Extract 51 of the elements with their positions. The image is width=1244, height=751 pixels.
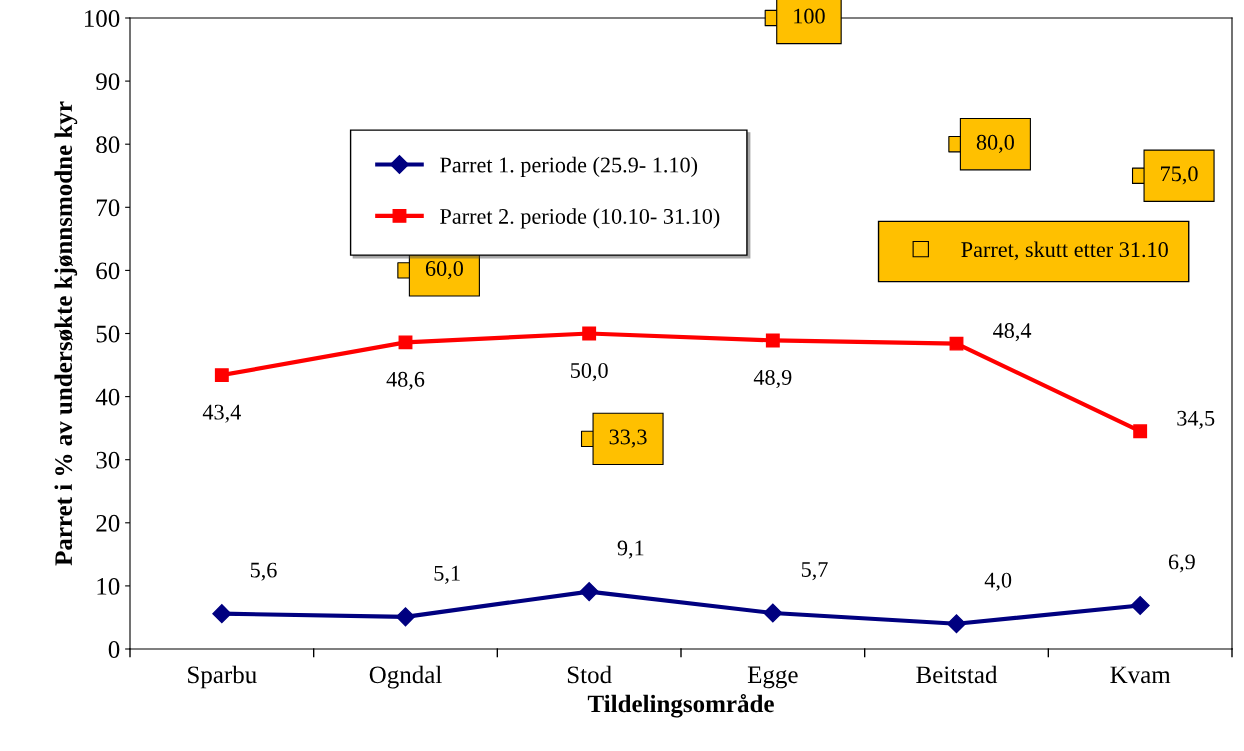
- data-label: 60,0: [425, 260, 463, 280]
- data-label: 34,5: [1177, 410, 1215, 429]
- legend-label: Parret 2. periode (10.10- 31.10): [440, 208, 720, 229]
- point: [212, 604, 232, 624]
- y-axis-title: Parret i % av undersøkte kjønnsmodne kyr: [54, 101, 78, 566]
- legend-label: Parret 1. periode (25.9- 1.10): [440, 156, 698, 178]
- point: [946, 614, 967, 634]
- point: [398, 335, 413, 350]
- x-tick-label: Stod: [567, 665, 612, 684]
- y-tick-label: 80: [96, 136, 120, 154]
- point: [579, 582, 599, 602]
- x-tick-label: Kvam: [1110, 666, 1171, 684]
- x-axis-title: Tildelingsområde: [587, 693, 774, 718]
- x-tick-label: Beitstad: [916, 665, 998, 684]
- y-tick-label: 50: [96, 325, 120, 343]
- x-tick-label: Egge: [747, 666, 798, 689]
- point: [763, 603, 783, 623]
- data-label: 48,6: [386, 371, 425, 390]
- x-tick-label: Ogndal: [369, 665, 442, 689]
- data-label: 50,0: [571, 362, 608, 382]
- legend-label: Parret, skutt etter 31.10: [961, 241, 1168, 261]
- y-tick-label: 20: [96, 514, 120, 532]
- y-tick-label: 0: [108, 641, 120, 658]
- point: [582, 326, 597, 341]
- data-label: 80,0: [976, 134, 1014, 153]
- point: [949, 336, 964, 351]
- point: [395, 607, 416, 627]
- x-tick-label: Sparbu: [188, 665, 257, 689]
- data-label: 100: [794, 8, 825, 24]
- y-tick-label: 10: [97, 577, 120, 595]
- data-label: 75,0: [1161, 166, 1198, 185]
- data-label: 48,4: [993, 323, 1032, 342]
- point: [214, 368, 229, 383]
- data-label: 5,6: [250, 562, 277, 581]
- data-label: 33,3: [609, 429, 647, 448]
- point: [1133, 424, 1148, 439]
- data-label: 9,1: [617, 540, 644, 559]
- data-label: 48,9: [753, 369, 792, 389]
- y-tick-label: 100: [84, 10, 120, 27]
- data-label: 5,1: [434, 565, 460, 584]
- data-label: 43,4: [202, 404, 241, 423]
- point: [1130, 595, 1150, 615]
- point: [765, 333, 780, 348]
- y-tick-label: 60: [96, 262, 120, 280]
- data-label: 5,7: [801, 562, 828, 581]
- data-label: 4,0: [984, 572, 1012, 591]
- y-tick-label: 70: [96, 199, 120, 217]
- data-label: 6,9: [1168, 554, 1195, 573]
- y-tick-label: 40: [95, 388, 120, 406]
- y-tick-label: 90: [96, 73, 120, 91]
- y-tick-label: 30: [96, 451, 120, 469]
